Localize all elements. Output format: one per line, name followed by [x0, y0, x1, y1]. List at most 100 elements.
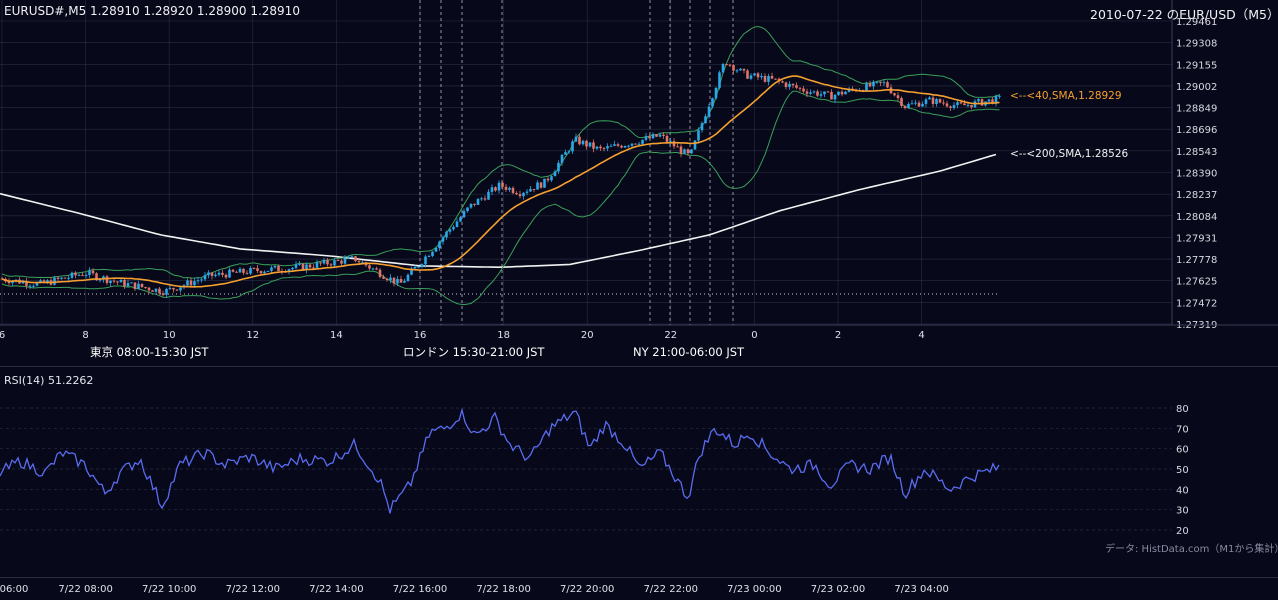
- candle-body: [501, 182, 504, 187]
- candle-body: [291, 267, 294, 270]
- candle-body: [137, 283, 140, 289]
- candle-body: [473, 203, 476, 205]
- candle-body: [725, 64, 728, 66]
- candle-body: [350, 256, 354, 258]
- candle-body: [952, 105, 956, 108]
- candle-body: [907, 104, 910, 108]
- candle-body: [735, 70, 739, 72]
- candle-body: [567, 151, 571, 153]
- candle-body: [746, 70, 749, 79]
- candle-body: [340, 260, 343, 264]
- candle-body: [742, 68, 746, 71]
- price-chart[interactable]: 1.29461 1.29308 1.29155 1.29002 1.28849 1.286…: [0, 0, 1278, 342]
- candle-body: [238, 268, 242, 273]
- candle-body: [893, 93, 896, 96]
- candle-body: [67, 277, 70, 279]
- footer-time-label: 7/22 20:00: [559, 584, 615, 595]
- candle-body: [837, 91, 840, 95]
- candle-body: [343, 258, 347, 264]
- candle-body: [788, 83, 791, 88]
- candle-body: [224, 274, 228, 278]
- candle-body: [830, 91, 833, 100]
- candle-body: [518, 194, 522, 197]
- candle-body: [581, 140, 585, 145]
- candle-body: [11, 281, 14, 284]
- price-tick-label: 1.28849: [1176, 104, 1217, 115]
- candle-body: [308, 264, 312, 268]
- candle-body: [175, 289, 179, 291]
- candle-body: [931, 97, 935, 105]
- candle-body: [819, 94, 823, 96]
- candle-body: [900, 97, 903, 106]
- candle-body: [543, 178, 546, 188]
- price-tick-label: 1.27472: [1176, 298, 1217, 309]
- session-vlines: [419, 0, 734, 325]
- time-tick-label: 6: [0, 330, 5, 341]
- candle-body: [886, 82, 889, 88]
- candle-body: [368, 265, 371, 269]
- rsi-tick-label: 20: [1176, 526, 1189, 537]
- candle-body: [515, 193, 518, 195]
- candle-body: [336, 260, 340, 262]
- candle-body: [865, 83, 868, 92]
- rsi-tick-label: 70: [1176, 424, 1189, 435]
- candle-body: [217, 272, 221, 275]
- rsi-tick-label: 40: [1176, 485, 1189, 496]
- footer-time-label: 7/22 12:00: [225, 584, 281, 595]
- candle-body: [179, 287, 182, 291]
- candle-body: [210, 272, 214, 277]
- candle-body: [207, 272, 210, 276]
- candle-body: [140, 283, 144, 288]
- candles: [0, 62, 1001, 299]
- candle-body: [389, 277, 392, 281]
- candle-body: [252, 268, 256, 270]
- candle-body: [560, 154, 564, 163]
- candle-body: [823, 91, 826, 95]
- candle-body: [630, 143, 634, 146]
- candle-body: [956, 102, 959, 106]
- candle-body: [147, 287, 151, 291]
- candle-body: [924, 99, 928, 104]
- sma200-line: [0, 153, 997, 269]
- rsi-tick-label: 60: [1176, 445, 1189, 456]
- footer-divider: [0, 577, 1278, 578]
- candle-body: [791, 83, 795, 86]
- rsi-line: [0, 407, 1000, 514]
- candle-body: [571, 141, 574, 152]
- rsi-chart[interactable]: 80 70 60 50 40 30 20: [0, 366, 1278, 578]
- candle-body: [497, 182, 501, 191]
- candle-body: [70, 272, 74, 278]
- time-tick-label: 4: [918, 330, 924, 341]
- candle-body: [84, 275, 88, 277]
- candle-body: [109, 280, 112, 283]
- candle-body: [602, 148, 606, 150]
- candle-body: [511, 187, 515, 194]
- candle-body: [256, 268, 259, 272]
- candle-body: [25, 281, 28, 286]
- candle-body: [32, 285, 35, 287]
- price-tick-label: 1.28696: [1176, 125, 1217, 136]
- candle-body: [994, 95, 998, 104]
- time-tick-label: 20: [581, 330, 594, 341]
- candle-body: [91, 270, 95, 274]
- candle-body: [123, 279, 126, 287]
- rsi-label: RSI(14) 51.2262: [4, 374, 94, 387]
- candle-body: [595, 146, 599, 149]
- candle-body: [326, 259, 329, 265]
- candle-body: [655, 134, 658, 137]
- time-tick-label: 10: [163, 330, 176, 341]
- candle-body: [487, 191, 490, 200]
- candle-body: [700, 123, 704, 131]
- candle-body: [42, 280, 46, 283]
- candle-body: [826, 91, 830, 93]
- candle-body: [882, 82, 886, 84]
- candle-body: [781, 81, 784, 83]
- candle-body: [347, 256, 350, 259]
- candle-body: [441, 237, 445, 242]
- candle-body: [424, 256, 427, 265]
- session-tokyo: 東京 08:00-15:30 JST: [84, 342, 397, 363]
- candle-body: [672, 141, 676, 147]
- rsi-tick-label: 80: [1176, 404, 1189, 415]
- symbol-info: EURUSD#,M5 1.28910 1.28920 1.28900 1.289…: [4, 4, 300, 18]
- candle-body: [914, 102, 917, 104]
